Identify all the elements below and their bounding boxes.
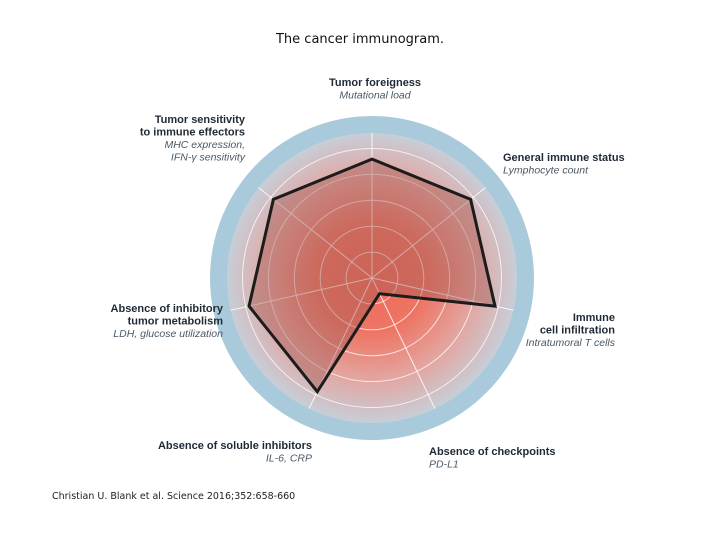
axis-label-sub: PD-L1 [429,459,459,471]
axis-label-name: Absence of checkpoints [429,446,556,458]
axis-label-name: Immune [573,312,615,324]
axis-label-sub: IL-6, CRP [266,453,312,465]
axis-label-name: Tumor sensitivity [155,114,246,126]
axis-spoke [230,277,373,311]
axis-label-name: to immune effectors [140,127,245,139]
axis-spoke [258,187,373,279]
axis-label-name: cell infiltration [540,325,615,337]
axis-label-name: General immune status [503,152,625,164]
axis-label-name: tumor metabolism [128,316,224,328]
page-title: The cancer immunogram. [275,32,445,47]
axis-label-sub: MHC expression, [164,139,245,151]
axis-label-sub: IFN-γ sensitivity [171,152,246,164]
axis-label-sub: Mutational load [339,90,411,102]
score-polygon [247,157,497,395]
axis-spoke [371,277,436,409]
axis-label-sub: Intratumoral T cells [526,337,616,349]
citation: Christian U. Blank et al. Science 2016;3… [52,491,296,502]
axis-label-name: Tumor foreigness [329,77,421,89]
axis-spoke [371,187,486,279]
axis-label-sub: LDH, glucose utilization [113,328,223,340]
axis-label-name: Absence of soluble inhibitors [158,440,312,452]
axis-label-sub: Lymphocyte count [503,165,589,177]
axis-label-name: Absence of inhibitory [111,303,224,315]
